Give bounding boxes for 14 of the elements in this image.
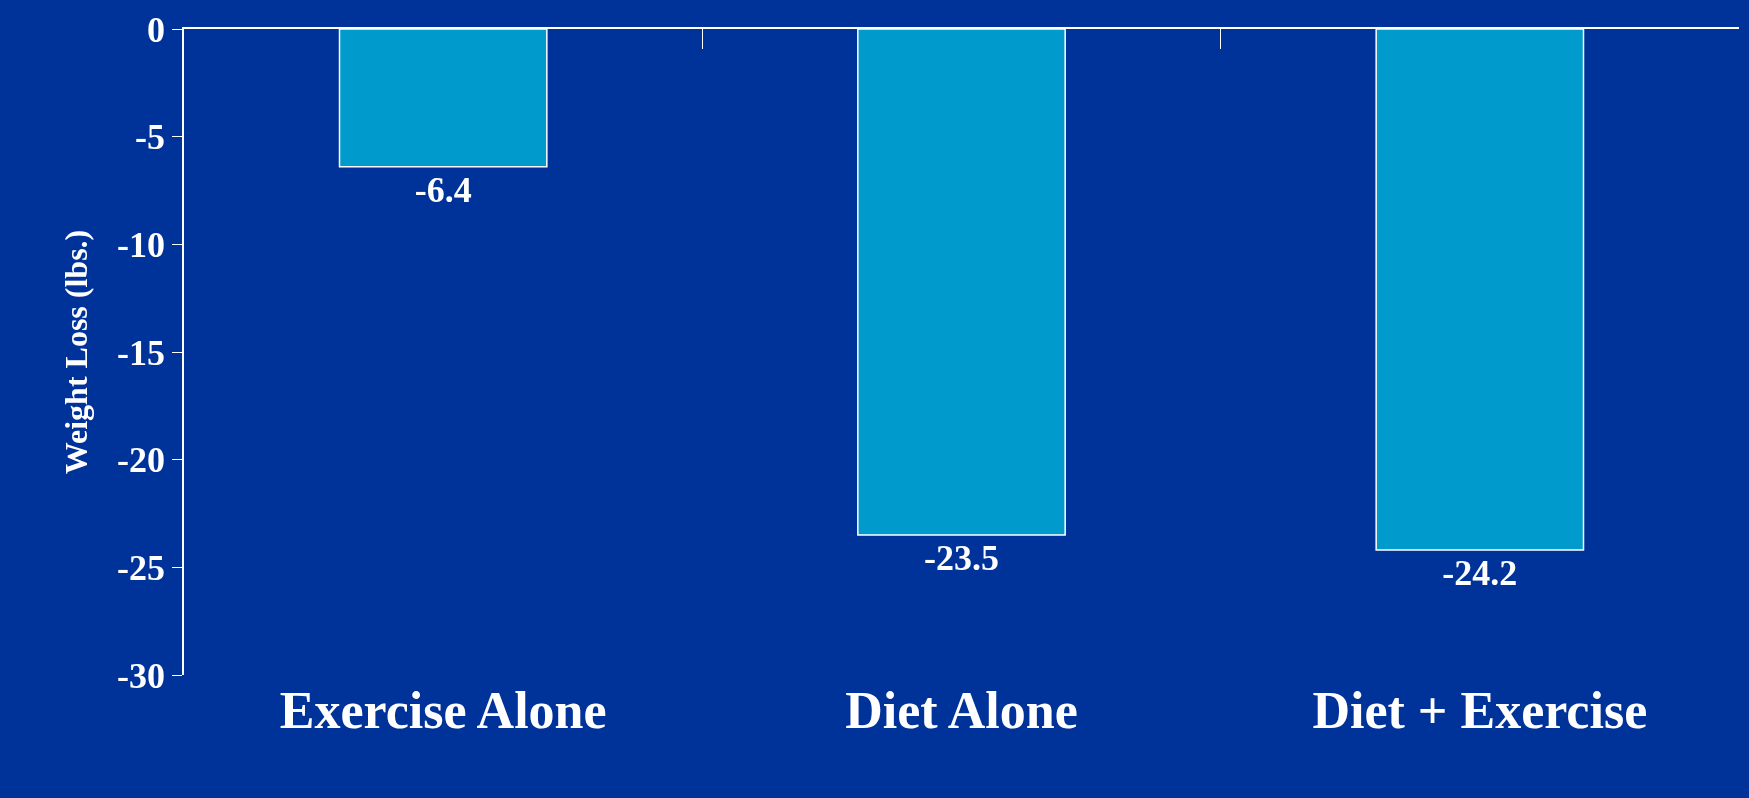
y-tick-label: -30 [117,655,166,696]
y-tick-label: 0 [147,9,166,50]
data-label: -24.2 [1442,553,1518,594]
y-tick-label: -15 [117,332,166,373]
y-tick-label: -5 [135,117,166,158]
y-tick-label: -10 [117,224,166,265]
y-tick-label: -20 [117,440,166,481]
x-tick-label: Diet + Exercise [1312,682,1648,739]
x-tick-label: Exercise Alone [279,682,607,739]
y-axis-title: Weight Loss (lbs.) [57,229,94,475]
y-tick-label: -25 [117,547,166,588]
x-tick-label: Diet Alone [845,682,1078,739]
data-label: -23.5 [924,538,999,579]
data-label: -6.4 [414,169,472,210]
